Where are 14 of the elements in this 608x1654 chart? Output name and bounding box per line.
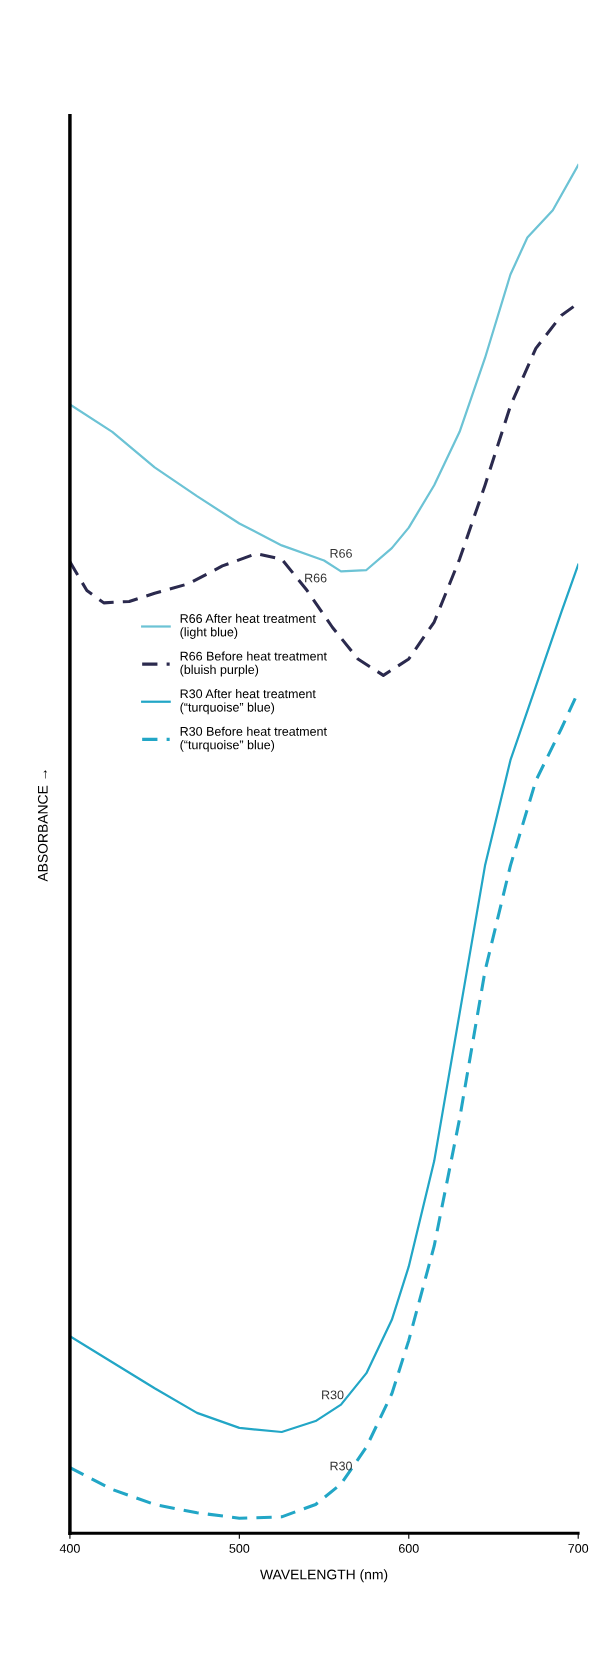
annotation: R30	[322, 1390, 344, 1400]
legend-label: R30 Before heat treatment (“turquoise” blue)	[180, 726, 327, 752]
annotation: R66	[305, 573, 327, 583]
legend-label: R66 After heat treatment (light blue)	[180, 613, 316, 639]
x-tick-label: 700	[568, 1544, 589, 1553]
x-axis-title: WAVELENGTH (nm)	[260, 1569, 388, 1583]
legend-label: R66 Before heat treatment (bluish purple)	[180, 651, 327, 677]
y-axis-title: ABSORBANCE →	[37, 770, 48, 882]
legend-label: R30 After heat treatment (“turquoise” blue)	[180, 689, 316, 715]
x-tick-label: 400	[59, 1544, 80, 1553]
x-tick-label: 600	[398, 1544, 419, 1553]
annotation: R66	[330, 548, 352, 558]
x-tick-label: 500	[229, 1544, 250, 1553]
annotation: R30	[330, 1461, 352, 1471]
